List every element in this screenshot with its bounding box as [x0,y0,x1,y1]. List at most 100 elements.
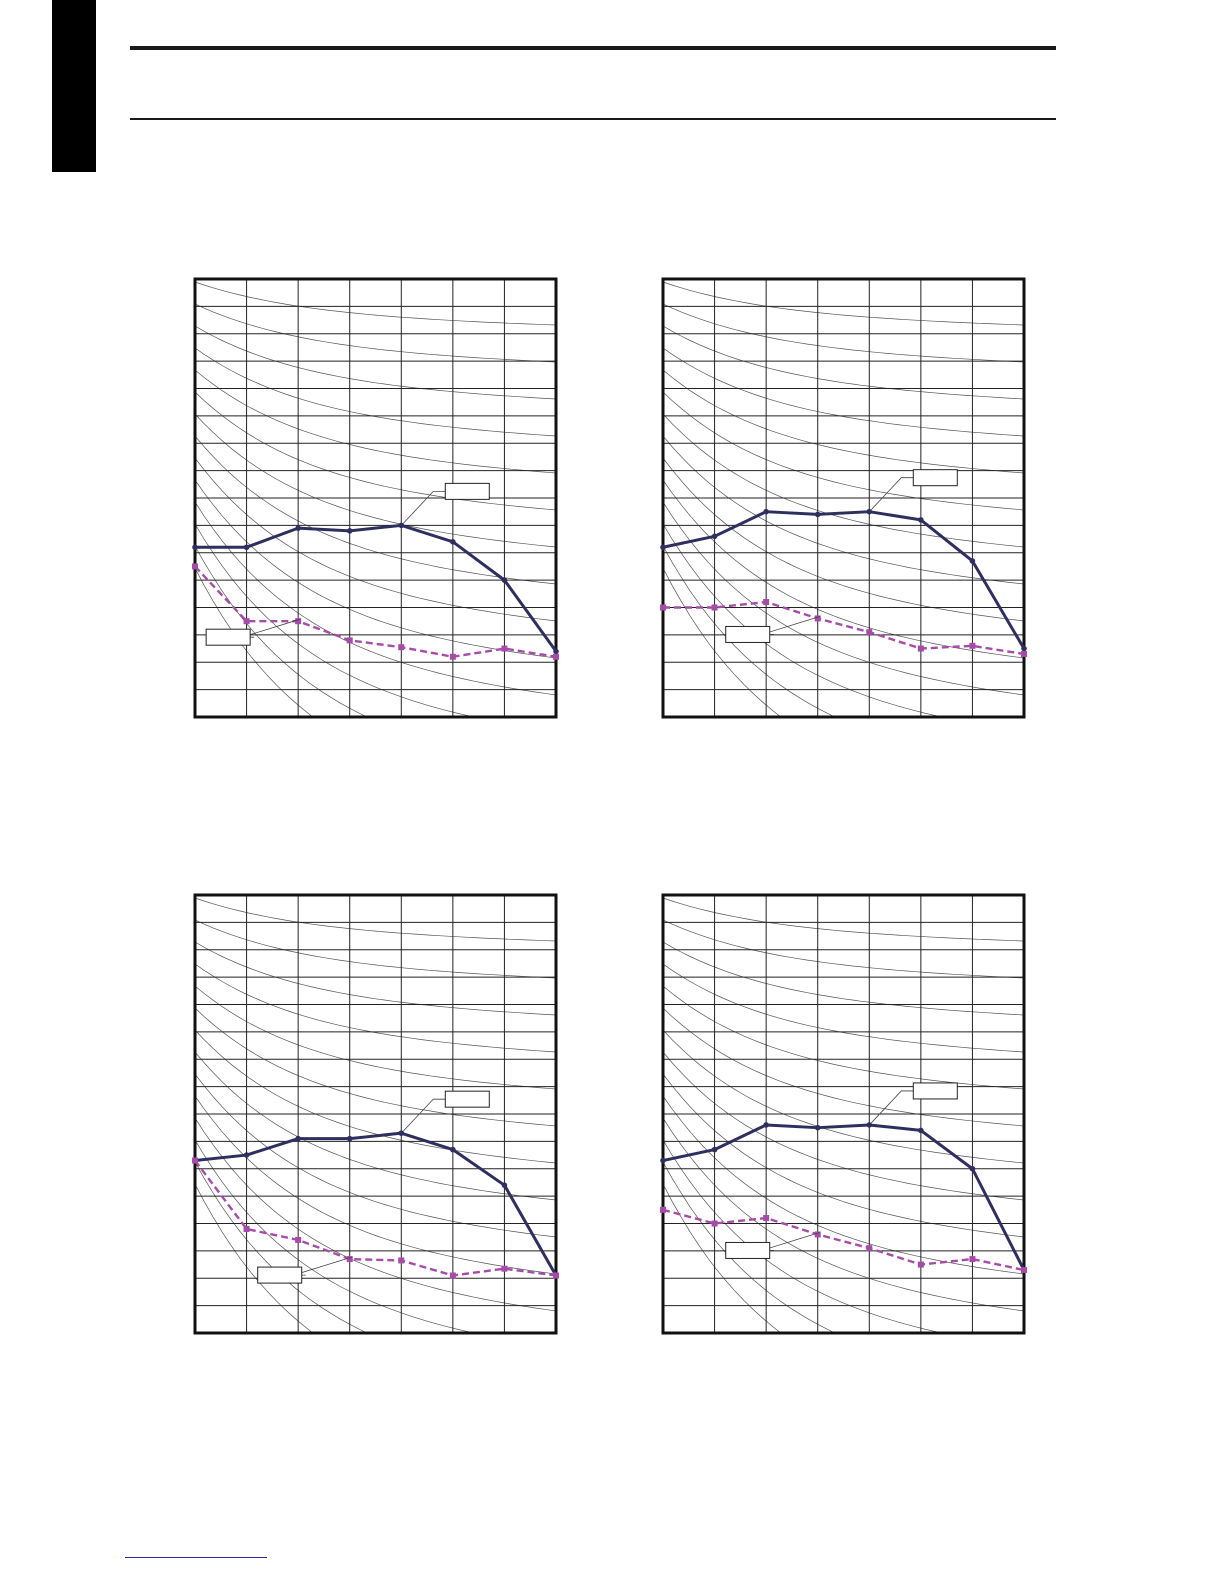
series-callout [402,1090,490,1132]
data-point [398,522,405,529]
data-point [449,1272,456,1279]
callout-leader [761,1232,820,1251]
data-point [295,525,301,531]
background-curve [662,281,1025,326]
data-point [763,599,770,606]
background-curve [194,457,557,622]
background-curve [662,369,1025,474]
plot-frame [661,277,1026,719]
data-point [346,528,353,534]
data-point [553,653,559,660]
background-curve [194,479,557,659]
data-point [814,1124,821,1131]
data-point [450,539,456,545]
series-line [194,1131,558,1277]
data-point [763,1122,769,1128]
data-point [763,1215,770,1222]
chart-top-right [660,277,1027,719]
callout-box [912,1082,958,1100]
series-callout [870,469,958,510]
callout-box [257,1266,303,1284]
background-curve [662,391,1025,511]
header-rule-bottom [130,118,1056,120]
background-curve [194,1029,557,1164]
series-line [662,510,1026,650]
data-point [192,1157,198,1164]
data-point [553,1272,559,1279]
background-curve [662,303,1025,363]
callout-leader [402,1098,446,1132]
data-point [1021,651,1027,658]
grid [663,279,1024,717]
background-curve [662,1007,1025,1127]
data-point [398,1257,405,1264]
data-point [660,1206,666,1213]
background-curve [194,1095,557,1275]
background-curve [662,501,1025,696]
series-callout [205,618,301,646]
data-point [660,544,666,551]
callout-box [444,482,490,500]
grid [663,895,1024,1333]
grid [195,895,556,1333]
data-point [660,604,666,611]
background-curve [662,985,1025,1090]
background-curve [194,1007,557,1127]
background-curve [194,281,557,326]
background-curve [194,919,557,979]
background-curve [194,325,557,400]
background-curve [662,347,1025,437]
data-point [449,653,456,660]
data-point [553,648,559,655]
background-curve [194,1073,557,1238]
background-curve [662,897,1025,942]
callout-box [444,1090,490,1108]
series-line [194,565,557,658]
data-point [917,645,924,652]
header-rule-top [130,46,1056,50]
callout-leader [761,616,820,635]
data-point [711,604,718,611]
data-point [243,618,250,625]
series-2 [192,563,559,660]
background-curve [662,457,1025,622]
grid [195,279,556,717]
background-curve [194,941,557,1016]
series-2 [660,1206,1027,1274]
data-point [711,1220,718,1227]
data-point [192,563,198,570]
plot-frame [661,893,1026,1335]
callout-leader [402,490,446,524]
background-curve [194,963,557,1053]
data-point [501,1265,508,1272]
data-point [866,508,873,515]
data-point [711,533,718,540]
data-point [243,544,250,551]
callout-box [205,628,251,646]
data-point [243,1152,250,1158]
data-point [660,1157,666,1164]
series-1 [192,1130,559,1279]
background-curve [662,1117,1025,1312]
data-point [918,517,924,523]
background-curve [194,501,557,696]
background-curve [662,941,1025,1016]
background-curve [662,963,1025,1053]
background-curve [194,413,557,548]
background-curve [662,413,1025,548]
series-line [195,523,558,653]
callout-box [725,625,771,643]
background-curves [662,281,1025,718]
series-line [194,1159,557,1277]
callout-leader [870,1090,914,1124]
callout-box [725,1241,771,1259]
data-point [866,1245,873,1252]
series-callout [725,1232,820,1259]
series-callout [257,1256,352,1284]
data-point [918,1127,924,1134]
data-point [192,544,198,551]
series-callout [402,482,490,524]
background-curves [194,281,557,718]
plot-frame [193,277,558,719]
data-point [295,1236,302,1243]
